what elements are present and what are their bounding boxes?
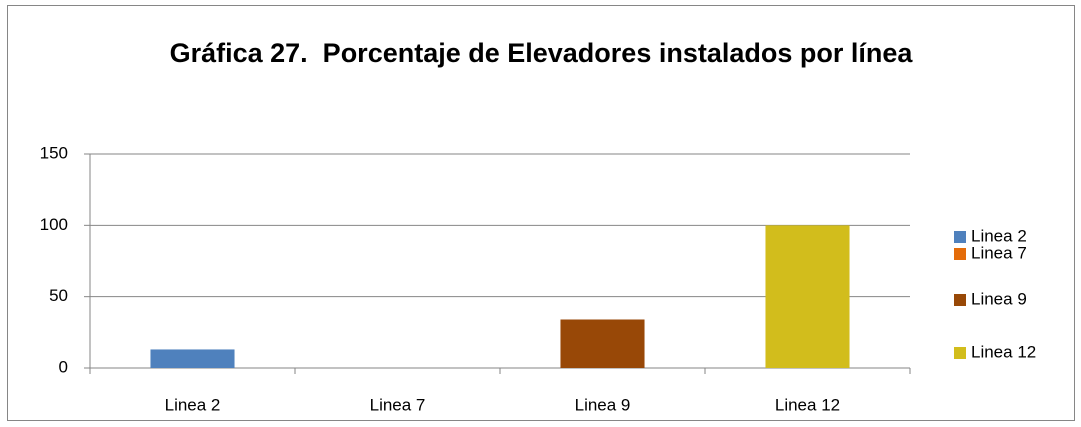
- x-tick-label: Linea 7: [370, 395, 426, 414]
- chart-title: Gráfica 27. Porcentaje de Elevadores ins…: [169, 38, 913, 68]
- legend-label: Linea 2: [971, 226, 1027, 245]
- legend-swatch: [954, 231, 966, 243]
- legend-swatch: [954, 248, 966, 260]
- legend-label: Linea 12: [971, 342, 1036, 361]
- legend-label: Linea 7: [971, 243, 1027, 262]
- bar: [560, 319, 645, 368]
- legend-swatch: [954, 294, 966, 306]
- bar: [150, 349, 235, 368]
- y-tick-label: 100: [40, 215, 68, 234]
- y-tick-label: 50: [49, 286, 68, 305]
- legend-swatch: [954, 347, 966, 359]
- x-tick-label: Linea 9: [575, 395, 631, 414]
- x-tick-label: Linea 2: [165, 395, 221, 414]
- y-tick-label: 150: [40, 143, 68, 162]
- legend-label: Linea 9: [971, 289, 1027, 308]
- y-tick-label: 0: [59, 357, 68, 376]
- chart-frame: [7, 5, 1075, 421]
- bar: [765, 225, 850, 368]
- x-tick-label: Linea 12: [775, 395, 840, 414]
